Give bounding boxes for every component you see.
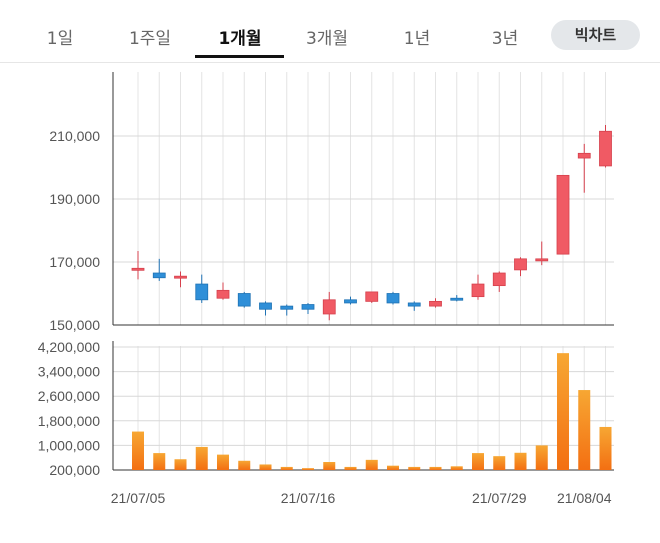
volume-tick-label: 1,000,000 [38, 437, 100, 453]
volume-bar [599, 426, 612, 470]
volume-bar [578, 390, 591, 470]
price-tick-label: 170,000 [49, 254, 100, 270]
volume-bar [217, 454, 229, 470]
volume-tick-label: 1,800,000 [38, 413, 100, 429]
candle-body [344, 299, 357, 304]
candle-body [429, 300, 442, 307]
candle-body [535, 258, 549, 262]
volume-tick-label: 4,200,000 [38, 339, 100, 355]
candle-body [365, 291, 379, 302]
price-tick-label: 210,000 [49, 128, 100, 144]
tab-1-month[interactable]: 1개월 [218, 29, 262, 49]
period-tabs: 1일 1주일 1개월 3개월 1년 3년 빅차트 [0, 0, 660, 63]
candle-body [301, 304, 315, 310]
date-tick-label: 21/08/04 [557, 490, 612, 506]
candle-body [577, 152, 591, 159]
volume-tick-label: 2,600,000 [38, 388, 100, 404]
bigchart-button[interactable]: 빅차트 [551, 20, 640, 50]
tab-1-week[interactable]: 1주일 [128, 29, 172, 49]
volume-bar [450, 466, 463, 470]
tab-3-months[interactable]: 3개월 [305, 29, 349, 49]
volume-bar [344, 466, 357, 470]
active-tab-underline [195, 55, 284, 58]
volume-tick-label: 3,400,000 [38, 364, 100, 380]
price-tick-label: 190,000 [49, 191, 100, 207]
tab-3-years[interactable]: 3년 [491, 29, 519, 49]
candle-body [216, 289, 230, 299]
volume-bar [280, 466, 293, 470]
date-tick-label: 21/07/05 [111, 490, 166, 506]
candle-body [259, 302, 272, 310]
volume-bar [302, 468, 314, 470]
tab-1-day[interactable]: 1일 [46, 29, 74, 49]
volume-bar [387, 465, 399, 470]
candle-body [280, 305, 294, 310]
candle-body [195, 283, 209, 301]
candle-body [237, 293, 251, 307]
candle-body [386, 293, 400, 304]
candle-body [450, 297, 464, 301]
volume-bar [493, 456, 506, 470]
candle-body [471, 283, 485, 298]
volume-bar [365, 459, 378, 470]
date-tick-label: 21/07/16 [281, 490, 336, 506]
candle-body [174, 275, 187, 279]
volume-bar [323, 462, 336, 470]
price-tick-label: 150,000 [49, 317, 100, 333]
candle-body [556, 174, 570, 255]
candle-body [131, 267, 145, 271]
candle-body [407, 302, 421, 307]
volume-bar [174, 459, 187, 470]
candle-body [322, 299, 336, 315]
volume-bar [408, 466, 421, 470]
candle-body [599, 130, 612, 167]
candle-body [514, 258, 527, 271]
volume-bar [238, 460, 251, 470]
volume-bar [514, 452, 527, 470]
candle-body [492, 272, 506, 287]
candle-body [152, 272, 166, 279]
volume-bar [535, 445, 548, 470]
volume-bar [472, 453, 484, 470]
volume-bar [153, 453, 166, 470]
tab-1-year[interactable]: 1년 [403, 29, 431, 49]
volume-bar [429, 466, 442, 470]
volume-tick-label: 200,000 [49, 462, 100, 478]
volume-bar [195, 446, 208, 470]
volume-bar [259, 464, 272, 470]
volume-bar [557, 353, 569, 470]
date-tick-label: 21/07/29 [472, 490, 527, 506]
volume-bar [132, 431, 144, 470]
